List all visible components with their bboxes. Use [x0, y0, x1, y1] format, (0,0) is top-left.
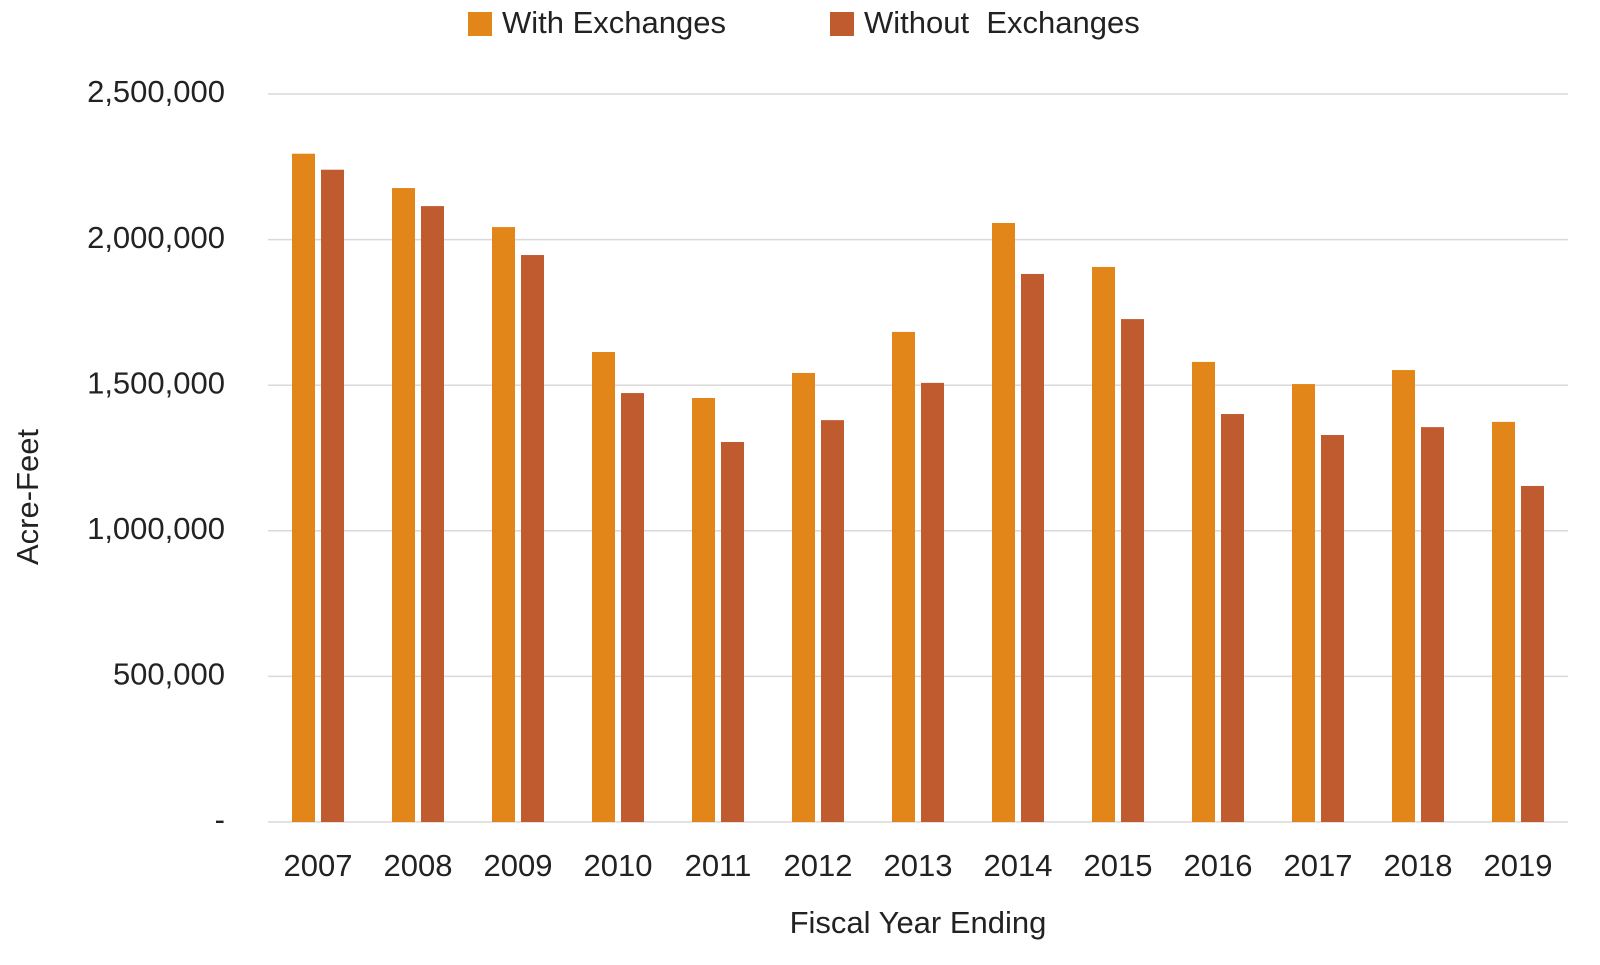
bar	[1021, 273, 1044, 822]
y-tick-label: 2,500,000	[87, 74, 225, 109]
x-tick-label: 2008	[384, 848, 453, 883]
legend-label: Without Exchanges	[864, 5, 1140, 40]
y-tick-label: -	[215, 802, 225, 837]
bar	[1121, 319, 1144, 822]
bar	[721, 441, 744, 822]
bar	[1521, 485, 1544, 822]
bar	[421, 206, 444, 822]
x-tick-label: 2010	[584, 848, 653, 883]
bar	[1421, 427, 1444, 822]
y-tick-label: 1,500,000	[87, 365, 225, 400]
bar	[792, 372, 815, 822]
x-axis-label: Fiscal Year Ending	[790, 905, 1047, 940]
bar	[521, 255, 544, 823]
bar	[892, 331, 915, 822]
bar	[1221, 414, 1244, 822]
bar	[1292, 384, 1315, 822]
legend-swatch	[468, 12, 492, 36]
x-tick-label: 2016	[1184, 848, 1253, 883]
x-tick-label: 2013	[884, 848, 953, 883]
x-tick-label: 2017	[1284, 848, 1353, 883]
x-tick-label: 2014	[984, 848, 1053, 883]
bar	[621, 393, 644, 822]
x-tick-label: 2019	[1484, 848, 1553, 883]
bar	[392, 188, 415, 822]
y-axis-label: Acre-Feet	[10, 429, 45, 565]
bar	[1192, 361, 1215, 822]
bar	[1092, 266, 1115, 823]
bar	[692, 398, 715, 822]
x-tick-label: 2018	[1384, 848, 1453, 883]
bar	[1492, 421, 1515, 822]
legend-label: With Exchanges	[502, 5, 726, 40]
bar	[1392, 370, 1415, 822]
x-tick-label: 2011	[685, 848, 752, 883]
bar	[921, 382, 944, 822]
y-tick-label: 2,000,000	[87, 220, 225, 255]
bar	[821, 420, 844, 822]
bar	[292, 153, 315, 823]
y-tick-label: 500,000	[113, 657, 225, 692]
bar	[492, 227, 515, 823]
bar	[321, 169, 344, 822]
x-tick-label: 2012	[784, 848, 853, 883]
x-tick-label: 2009	[484, 848, 553, 883]
bar	[1321, 434, 1344, 822]
y-tick-label: 1,000,000	[87, 511, 225, 546]
x-tick-label: 2015	[1084, 848, 1153, 883]
x-tick-label: 2007	[284, 848, 353, 883]
bar	[992, 223, 1015, 823]
legend-swatch	[830, 12, 854, 36]
bar	[592, 352, 615, 822]
